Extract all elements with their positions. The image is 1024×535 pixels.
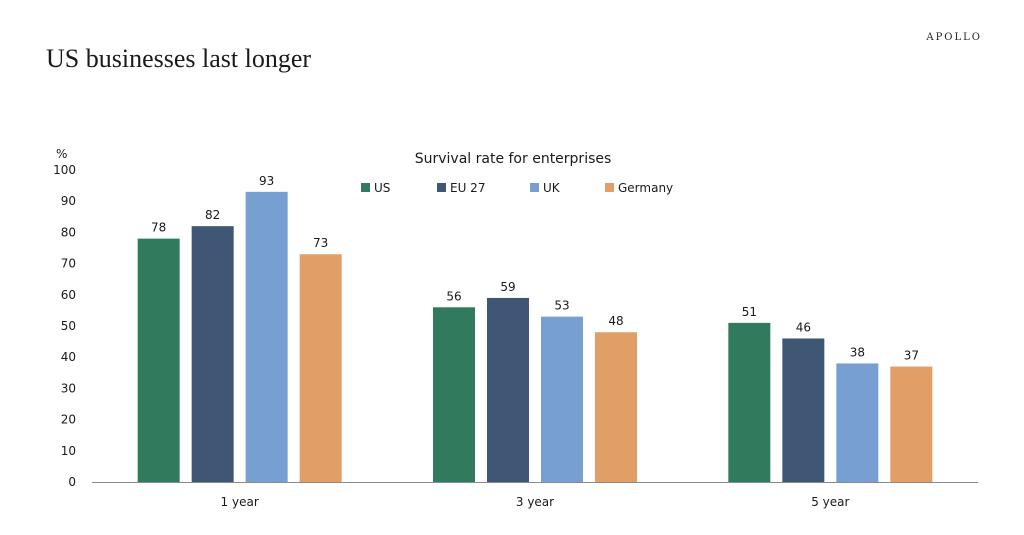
data-label: 37 xyxy=(904,349,919,363)
legend-label: EU 27 xyxy=(450,181,485,195)
data-label: 82 xyxy=(205,208,220,222)
data-label: 78 xyxy=(151,221,166,235)
y-tick-label: 50 xyxy=(61,319,76,333)
chart-title: Survival rate for enterprises xyxy=(415,151,612,167)
bars: 78 82 93 73 56 59 53 48 51 46 38 37 xyxy=(137,174,933,482)
page-title: US businesses last longer xyxy=(46,44,312,73)
bar xyxy=(191,226,234,482)
bar xyxy=(728,322,771,482)
x-tick-label: 5 year xyxy=(811,495,849,509)
bar xyxy=(836,363,879,482)
data-label: 53 xyxy=(554,299,569,313)
bar xyxy=(299,254,342,482)
chart-legend: US EU 27 UK Germany xyxy=(361,181,673,195)
y-tick-label: 70 xyxy=(61,257,76,271)
y-tick-label: 80 xyxy=(61,225,76,239)
legend-swatch xyxy=(605,183,614,192)
data-label: 51 xyxy=(742,305,757,319)
bar xyxy=(137,238,180,482)
y-tick-label: 40 xyxy=(61,350,76,364)
bar xyxy=(541,316,583,482)
bar xyxy=(782,338,825,482)
y-axis-unit: % xyxy=(56,147,67,161)
data-label: 56 xyxy=(446,289,461,303)
y-tick-label: 10 xyxy=(61,444,76,458)
y-tick-label: 0 xyxy=(68,475,76,489)
y-axis: 0 10 20 30 40 50 60 70 80 90 100 xyxy=(53,163,76,489)
y-tick-label: 100 xyxy=(53,163,76,177)
data-label: 48 xyxy=(608,314,623,328)
y-tick-label: 90 xyxy=(61,194,76,208)
legend-label: UK xyxy=(543,181,561,195)
data-label: 59 xyxy=(500,280,515,294)
bar xyxy=(595,332,637,482)
bar xyxy=(245,191,288,482)
bar xyxy=(487,297,529,482)
data-label: 73 xyxy=(313,236,328,250)
data-label: 93 xyxy=(259,174,274,188)
y-tick-label: 20 xyxy=(61,413,76,427)
y-tick-label: 30 xyxy=(61,381,76,395)
brand-logo: APOLLO xyxy=(926,32,982,43)
legend-swatch xyxy=(361,183,370,192)
x-axis: 1 year 3 year 5 year xyxy=(92,482,978,509)
data-label: 38 xyxy=(850,345,865,359)
legend-label: US xyxy=(374,181,390,195)
data-label: 46 xyxy=(796,320,811,334)
legend-label: Germany xyxy=(618,181,673,195)
legend-swatch xyxy=(530,183,539,192)
x-tick-label: 3 year xyxy=(516,495,554,509)
x-tick-label: 1 year xyxy=(221,495,259,509)
legend-swatch xyxy=(437,183,446,192)
y-tick-label: 60 xyxy=(61,288,76,302)
bar xyxy=(433,307,475,482)
bar xyxy=(890,366,933,482)
